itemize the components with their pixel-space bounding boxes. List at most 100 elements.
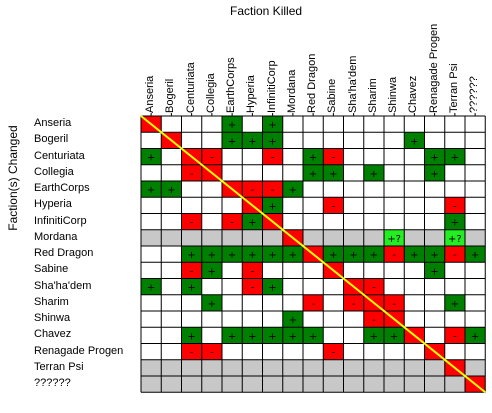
cell-value-chavez-earthcorps: + (228, 331, 236, 342)
cell-anseria-earthcorps (222, 116, 243, 133)
cell-bogeril-infiniticorp (262, 132, 283, 149)
cell-chavez-red-dragon (303, 327, 324, 344)
cell-red-dragon-shinwa (384, 246, 405, 263)
cell-red-dragon-hyperia (242, 246, 263, 263)
row-label-shinwa: Shinwa (34, 312, 71, 324)
cell-bogeril-earthcorps (222, 132, 243, 149)
cell-value-earthcorps-mordana: + (289, 185, 297, 196)
cell-value-red-dragon-unknown: + (471, 250, 479, 261)
cell-value-chavez-red-dragon: + (309, 331, 317, 342)
cell-sabine-centuriata (181, 262, 202, 279)
cell-red-dragon-unknown (465, 246, 486, 263)
cell-collegia-sharim (363, 164, 384, 181)
cell-sharim-red-dragon (303, 294, 324, 311)
cell-value-anseria-earthcorps: + (228, 120, 236, 131)
cell-sharim-collegia (201, 294, 222, 311)
row-label-sharim: Sharim (34, 295, 69, 308)
cell-sharim-sha-ha-dem (343, 294, 364, 311)
row-label-terran-psi: Terran Psi (34, 360, 84, 373)
x-axis-title: Faction Killed (230, 4, 303, 18)
cell-value-centuriata-collegia: - (210, 153, 214, 164)
cell-hyperia-infiniticorp (262, 197, 283, 214)
cell-value-earthcorps-bogeril: + (167, 185, 175, 196)
cell-value-sha-ha-dem-anseria: + (147, 283, 155, 294)
cell-sha-ha-dem-centuriata (181, 278, 202, 295)
cell-infiniticorp-hyperia (242, 213, 263, 230)
row-label-collegia: Collegia (34, 165, 74, 178)
cell-value-red-dragon-shinwa: - (392, 250, 396, 261)
cell-renagade-progen-sabine (323, 343, 344, 360)
row-label-mordana: Mordana (34, 230, 78, 243)
cell-bogeril-hyperia (242, 132, 263, 149)
cell-chavez-shinwa (384, 327, 405, 344)
cell-earthcorps-bogeril (161, 181, 182, 198)
cell-value-shinwa-sharim: - (372, 315, 376, 326)
diagonal-line (140, 115, 486, 394)
cell-red-dragon-sabine (323, 246, 344, 263)
cell-sha-ha-dem-sharim (363, 278, 384, 295)
cell-sabine-collegia (201, 262, 222, 279)
cell-value-centuriata-sabine: - (332, 153, 336, 164)
row-label-centuriata: Centuriata (34, 149, 85, 162)
cell-red-dragon-earthcorps (222, 246, 243, 263)
cell-sharim-terran-psi (444, 294, 465, 311)
cell-value-centuriata-renagade-progen: + (430, 153, 438, 164)
cell-value-red-dragon-centuriata: + (187, 250, 195, 261)
cell-shinwa-mordana (282, 311, 303, 328)
cell-value-chavez-unknown: + (471, 331, 479, 342)
cell-infiniticorp-terran-psi (444, 213, 465, 230)
cell-value-red-dragon-infiniticorp: + (268, 250, 276, 261)
cell-value-collegia-red-dragon: + (309, 169, 317, 180)
cell-value-hyperia-terran-psi: - (453, 201, 457, 212)
cell-value-earthcorps-infiniticorp: - (271, 185, 275, 196)
cell-value-chavez-shinwa: + (390, 331, 398, 342)
row-label-sha-ha-dem: Sha'ha'dem (34, 279, 92, 292)
cell-chavez-hyperia (242, 327, 263, 344)
cell-chavez-terran-psi (444, 327, 465, 344)
cell-value-sabine-collegia: + (208, 266, 216, 277)
cell-value-hyperia-infiniticorp: + (268, 201, 276, 212)
cell-chavez-earthcorps (222, 327, 243, 344)
cell-value-renagade-progen-collegia: - (210, 348, 214, 359)
cell-sabine-hyperia (242, 262, 263, 279)
cell-value-chavez-infiniticorp: + (268, 331, 276, 342)
cell-value-infiniticorp-hyperia: + (248, 218, 256, 229)
cell-earthcorps-mordana (282, 181, 303, 198)
cell-shinwa-sharim (363, 311, 384, 328)
cell-sha-ha-dem-anseria (141, 278, 162, 295)
cell-centuriata-renagade-progen (424, 148, 445, 165)
cell-infiniticorp-centuriata (181, 213, 202, 230)
cell-earthcorps-infiniticorp (262, 181, 283, 198)
cell-value-infiniticorp-centuriata: - (190, 218, 194, 229)
cell-value-chavez-terran-psi: - (453, 331, 457, 342)
cell-chavez-unknown (465, 327, 486, 344)
cell-value-collegia-sabine: + (329, 169, 337, 180)
row-label-hyperia: Hyperia (34, 198, 72, 211)
cell-value-infiniticorp-terran-psi: + (451, 218, 459, 229)
cell-collegia-red-dragon (303, 164, 324, 181)
cell-value-centuriata-anseria: + (147, 153, 155, 164)
cell-red-dragon-terran-psi (444, 246, 465, 263)
cell-value-shinwa-mordana: + (289, 315, 297, 326)
cell-collegia-renagade-progen (424, 164, 445, 181)
cell-value-centuriata-infiniticorp: - (271, 153, 275, 164)
cell-value-sabine-centuriata: - (190, 266, 194, 277)
cell-renagade-progen-collegia (201, 343, 222, 360)
row-label-sabine: Sabine (34, 263, 69, 276)
cell-value-sha-ha-dem-infiniticorp: + (268, 283, 276, 294)
cell-mordana-shinwa (384, 229, 405, 246)
cell-sabine-renagade-progen (424, 262, 445, 279)
row-label-renagade-progen: Renagade Progen (34, 344, 124, 357)
cell-red-dragon-renagade-progen (424, 246, 445, 263)
cell-red-dragon-sha-ha-dem (343, 246, 364, 263)
cell-value-sharim-red-dragon: - (311, 299, 315, 310)
cell-value-red-dragon-collegia: + (208, 250, 216, 261)
cell-value-bogeril-chavez: + (410, 136, 418, 147)
cell-value-collegia-sharim: + (370, 169, 378, 180)
cell-centuriata-terran-psi (444, 148, 465, 165)
cell-value-chavez-hyperia: + (248, 331, 256, 342)
cell-value-red-dragon-sharim: + (370, 250, 378, 261)
cell-value-sha-ha-dem-hyperia: - (251, 283, 255, 294)
